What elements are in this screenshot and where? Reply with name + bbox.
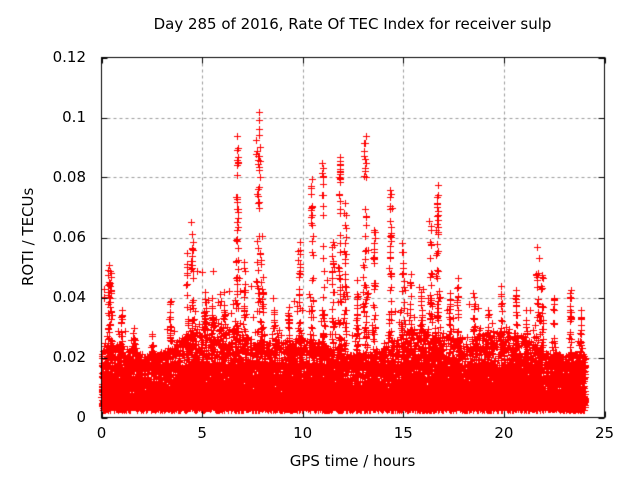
x-tick-label: 10 <box>293 424 313 442</box>
y-tick-label: 0 <box>76 408 86 426</box>
x-tick-label: 5 <box>197 424 207 442</box>
x-tick-label: 15 <box>393 424 413 442</box>
y-tick-label: 0.06 <box>52 228 86 246</box>
x-axis-label: GPS time / hours <box>289 452 416 470</box>
y-tick-label: 0.04 <box>52 288 86 306</box>
chart-title: Day 285 of 2016, Rate Of TEC Index for r… <box>153 15 552 33</box>
x-tick-label: 20 <box>494 424 514 442</box>
y-tick-label: 0.02 <box>52 348 86 366</box>
x-tick-label: 0 <box>96 424 107 442</box>
y-tick-label: 0.1 <box>62 108 86 126</box>
x-tick-label: 25 <box>594 424 615 442</box>
y-tick-label: 0.12 <box>52 48 86 66</box>
y-tick-label: 0.08 <box>52 168 86 186</box>
